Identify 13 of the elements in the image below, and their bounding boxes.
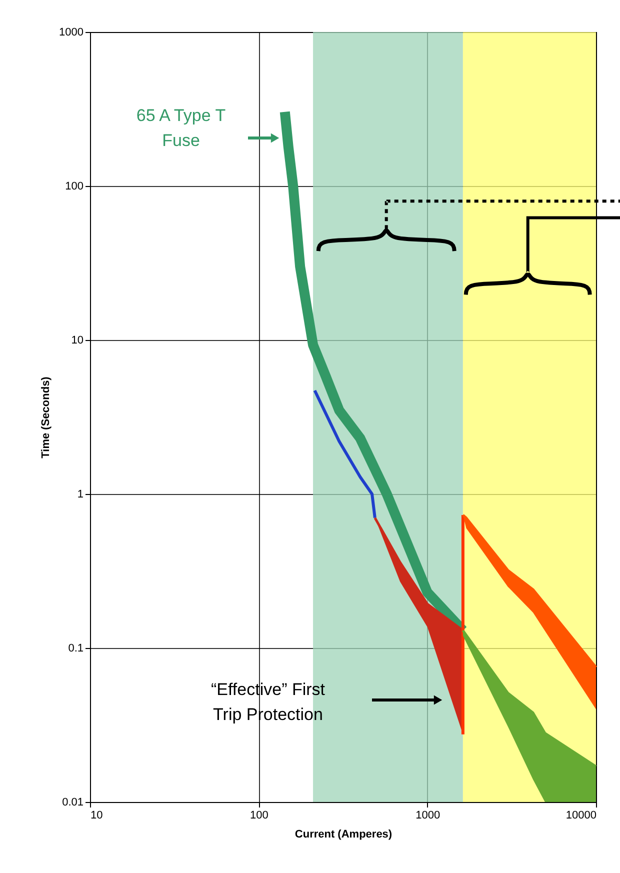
y-tick-label: 1000: [59, 26, 84, 38]
y-tick-label: 100: [65, 180, 84, 192]
x-tick-label: 10000: [566, 810, 596, 822]
y-tick-label: 0.01: [62, 796, 84, 808]
x-axis-title: Current (Amperes): [294, 828, 392, 840]
x-tick-label: 10: [90, 810, 103, 822]
y-axis-title: Time (Seconds): [40, 376, 52, 458]
y-tick-label: 1: [77, 488, 84, 500]
x-tick-label: 1000: [416, 810, 440, 822]
x-tick-label: 100: [250, 810, 268, 822]
annotation: 65 A Type T Fuse: [136, 106, 226, 150]
y-tick-label: 0.1: [68, 642, 84, 654]
y-tick-label: 10: [71, 334, 84, 346]
